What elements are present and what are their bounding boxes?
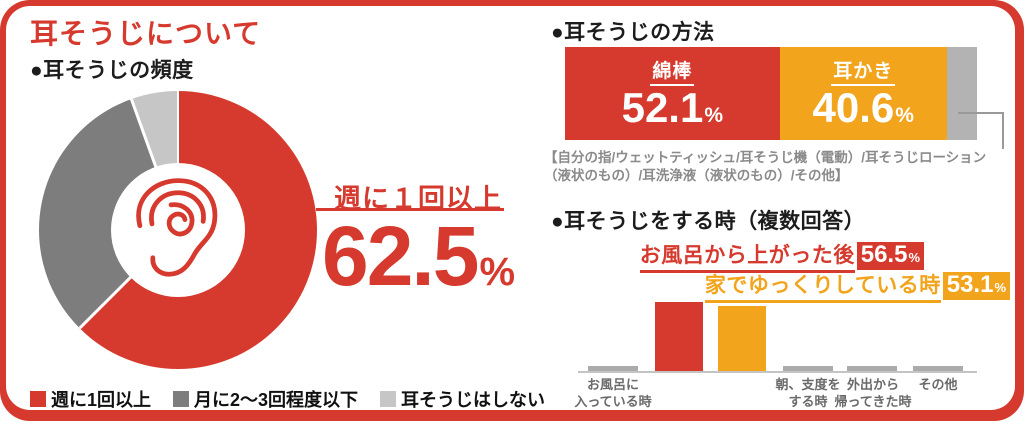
legend-label: 週に1回以上: [51, 390, 152, 410]
frequency-legend: 週に1回以上 月に2〜3回程度以下 耳そうじはしない: [30, 386, 545, 412]
timing-callout-number: 53.1: [946, 271, 994, 298]
segment-value-number: 52.1: [621, 84, 704, 132]
donut-callout-line: [316, 208, 504, 211]
timing-percent-sign: %: [908, 250, 920, 265]
stacked-segment-cotton-swab: 綿棒 52.1 %: [565, 47, 780, 140]
method-stacked-bar: 綿棒 52.1 % 耳かき 40.6 %: [565, 47, 977, 140]
timing-axis-label-other: その他: [918, 377, 958, 392]
timing-axis-line: [578, 371, 977, 373]
others-connector-horizontal: [958, 112, 1004, 114]
donut-value-percent-sign: %: [479, 250, 516, 294]
timing-callout-after-bath: お風呂から上がった後 56.5 %: [565, 239, 924, 273]
others-connector-vertical: [1002, 112, 1004, 149]
method-heading: ●耳そうじの方法: [551, 21, 715, 44]
timing-percent-sign: %: [994, 280, 1006, 295]
page-title: 耳そうじについて: [30, 18, 262, 49]
timing-bar-coming-home: [847, 365, 897, 372]
donut-value-number: 62.5: [322, 209, 479, 303]
frequency-heading: ●耳そうじの頻度: [30, 59, 194, 82]
frequency-donut: [39, 91, 317, 369]
segment-label: 綿棒: [650, 56, 695, 87]
legend-item: 耳そうじはしない: [380, 386, 545, 412]
legend-swatch-lightgray: [380, 391, 397, 407]
legend-item: 月に2〜3回程度以下: [173, 386, 358, 412]
timing-callout-chip: 56.5 %: [856, 241, 924, 270]
segment-value: 40.6 %: [813, 86, 914, 130]
stacked-segment-ear-pick: 耳かき 40.6 %: [779, 47, 947, 140]
legend-item: 週に1回以上: [30, 386, 151, 412]
legend-label: 耳そうじはしない: [401, 390, 546, 410]
donut-callout-label: 週に１回以上: [334, 184, 502, 214]
timing-callout-number: 56.5: [860, 241, 908, 268]
segment-percent-sign: %: [895, 104, 914, 128]
segment-value: 52.1 %: [622, 86, 723, 130]
others-note: 【自分の指/ウェットティッシュ/耳そうじ機（電動）/耳そうじローション（液状のも…: [544, 150, 987, 184]
legend-label: 月に2〜3回程度以下: [194, 390, 359, 410]
timing-heading: ●耳そうじをする時（複数回答）: [551, 210, 866, 233]
timing-bar-after-bath: [655, 301, 703, 372]
timing-axis-label-in-bath: お風呂に 入っている時: [574, 377, 652, 409]
ear-icon: [136, 178, 218, 277]
legend-swatch-darkgray: [173, 391, 190, 407]
legend-swatch-red: [30, 391, 46, 407]
segment-percent-sign: %: [704, 104, 724, 128]
segment-label: 耳かき: [831, 56, 896, 87]
timing-axis-label-morning: 朝、支度を する時: [775, 377, 841, 409]
timing-callout-label: お風呂から上がった後: [639, 239, 855, 273]
timing-axis-label-coming-home: 外出から 帰ってきた時: [834, 377, 912, 409]
donut-callout-value: 62.5 %: [322, 214, 515, 298]
timing-bar-in-bath: [588, 365, 638, 372]
timing-bar-morning: [783, 365, 833, 372]
donut-hole: [111, 163, 245, 297]
stacked-segment-others: [946, 47, 977, 140]
segment-value-number: 40.6: [812, 84, 895, 132]
timing-bar-other: [913, 365, 963, 372]
donut-slice-divider: [176, 91, 180, 230]
timing-callout-relaxing: 家でゆっくりしている時 53.1 %: [565, 269, 1010, 303]
timing-callout-label: 家でゆっくりしている時: [704, 269, 941, 303]
timing-bar-relaxing: [718, 306, 766, 372]
timing-callout-chip: 53.1 %: [942, 271, 1010, 300]
